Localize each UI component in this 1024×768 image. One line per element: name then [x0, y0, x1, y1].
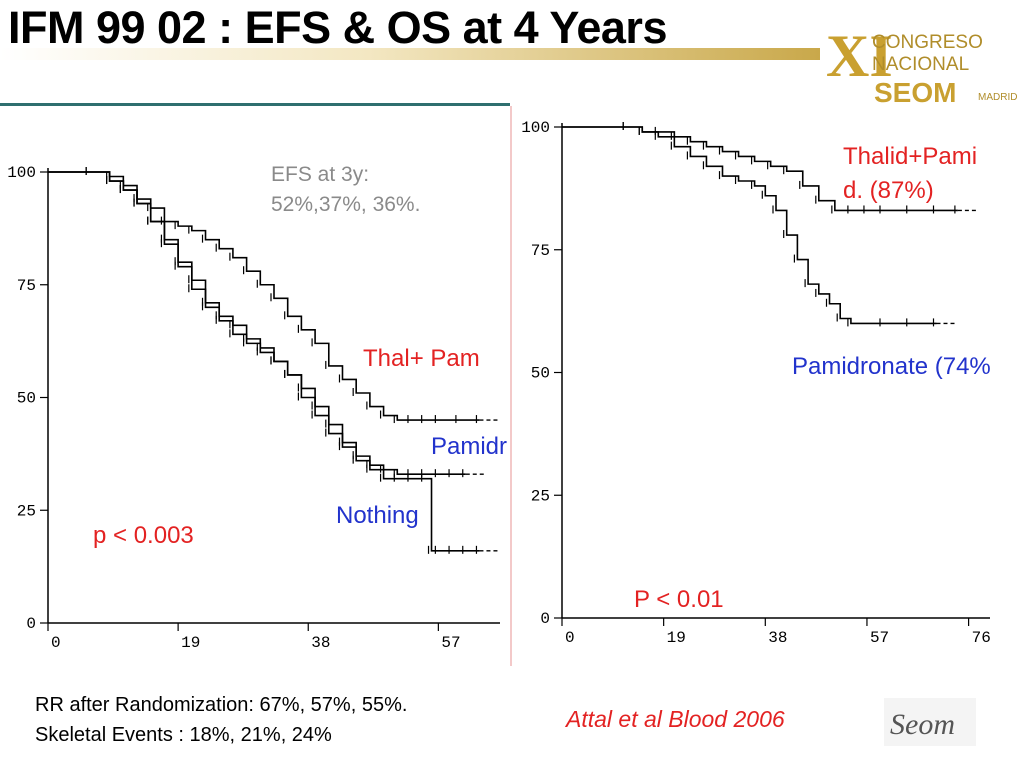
os-x-tick-label: 19 [667, 629, 686, 647]
efs-y-tick-label: 75 [17, 277, 36, 295]
footnote: RR after Randomization: 67%, 57%, 55%. S… [35, 690, 407, 750]
efs-chart: 0 25 50 75 100 0 19 38 57 [7, 164, 500, 652]
os-curve-1 [562, 126, 958, 212]
logo-line-nacional: NACIONAL [872, 54, 969, 75]
os-curve-2 [562, 126, 937, 325]
label-nothing: Nothing [336, 502, 419, 529]
logo-brand: SEOM [874, 77, 956, 108]
label-thalid-pamid: Thalid+Pami d. (87%) [843, 140, 1023, 208]
os-x-tick-label: 0 [565, 629, 575, 647]
slide-title: IFM 99 02 : EFS & OS at 4 Years [8, 2, 667, 53]
label-thalid-line2: d. (87%) [843, 177, 934, 204]
efs-x-tick-label: 0 [51, 634, 61, 652]
p-value-left: p < 0.003 [93, 522, 194, 549]
label-pamidronate: Pamidronate (74% [792, 353, 991, 380]
divider-line [0, 103, 510, 106]
efs-x-tick-label: 19 [181, 634, 200, 652]
os-x-tick-label: 38 [768, 629, 787, 647]
efs-y-tick-label: 0 [26, 615, 36, 633]
title-underline-bar [0, 48, 820, 60]
os-x-tick-label: 76 [972, 629, 991, 647]
os-y-tick-label: 0 [540, 610, 550, 628]
os-chart: 0 25 50 75 100 0 19 38 57 76 [521, 119, 991, 647]
label-thal-pam: Thal+ Pam [363, 345, 480, 372]
efs-curve-3 [48, 171, 480, 552]
label-pamidr: Pamidr [431, 433, 508, 460]
footnote-rr: RR after Randomization: 67%, 57%, 55%. [35, 694, 408, 716]
citation: Attal et al Blood 2006 [566, 706, 785, 732]
os-y-tick-label: 50 [531, 365, 550, 383]
logo-line-congreso: CONGRESO [872, 32, 983, 53]
efs-y-tick-label: 50 [17, 390, 36, 408]
efs-y-tick-label: 25 [17, 502, 36, 520]
p-value-right: P < 0.01 [634, 586, 724, 613]
os-y-tick-label: 25 [531, 487, 550, 505]
label-thalid-line1: Thalid+Pami [843, 143, 978, 170]
efs-curve-1 [48, 171, 480, 421]
os-x-tick-label: 57 [870, 629, 889, 647]
efs-x-tick-label: 57 [441, 634, 460, 652]
os-y-tick-label: 100 [521, 119, 550, 137]
efs-note-line1: EFS at 3y: [271, 163, 370, 186]
efs-note: EFS at 3y: 52%,37%, 36%. [271, 160, 491, 220]
logo-city: MADRID [978, 92, 1017, 103]
panel-edge [510, 106, 512, 666]
footnote-skeletal: Skeletal Events : 18%, 21%, 24% [35, 724, 332, 746]
os-y-tick-label: 75 [531, 242, 550, 260]
efs-x-tick-label: 38 [311, 634, 330, 652]
efs-note-line2: 52%,37%, 36%. [271, 193, 421, 216]
efs-y-tick-label: 100 [7, 164, 36, 182]
seom-logo-text: Seom [890, 708, 955, 741]
logo-roman-numeral: XI [826, 23, 893, 89]
seom-logo: Seom [884, 698, 976, 746]
congress-logo: XI CONGRESO NACIONAL SEOM MADRID [826, 23, 1017, 108]
